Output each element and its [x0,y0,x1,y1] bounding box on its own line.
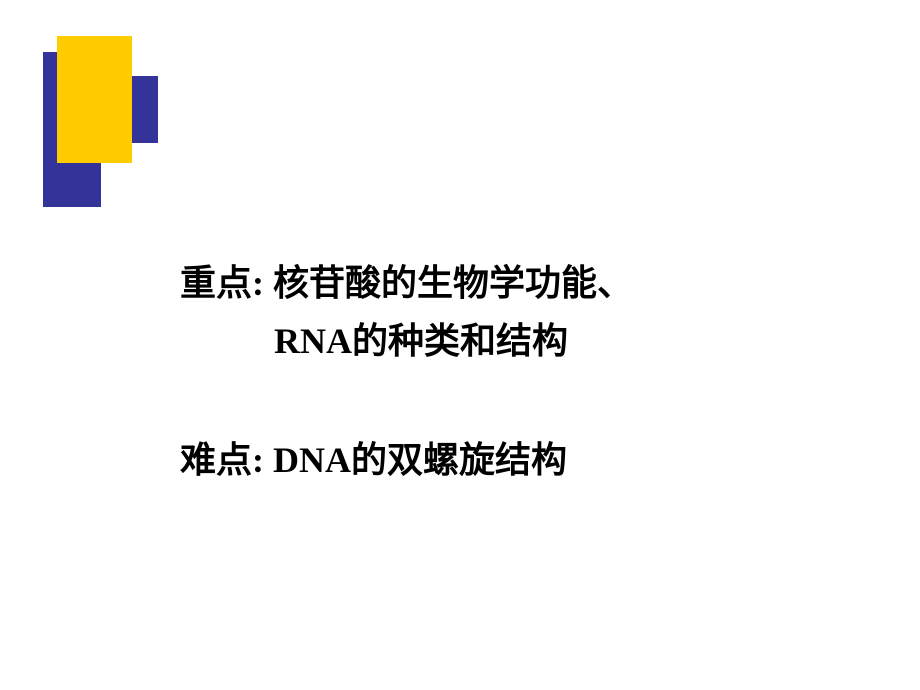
difficult-point-line: 难点: DNA的双螺旋结构 [180,432,633,490]
key-point-line2: RNA的种类和结构 [180,313,633,371]
deco-blue-right [132,76,158,143]
deco-yellow [57,36,132,163]
key-point-line1: 重点: 核苷酸的生物学功能、 [180,255,633,313]
slide-content: 重点: 核苷酸的生物学功能、 RNA的种类和结构 难点: DNA的双螺旋结构 [180,255,633,490]
